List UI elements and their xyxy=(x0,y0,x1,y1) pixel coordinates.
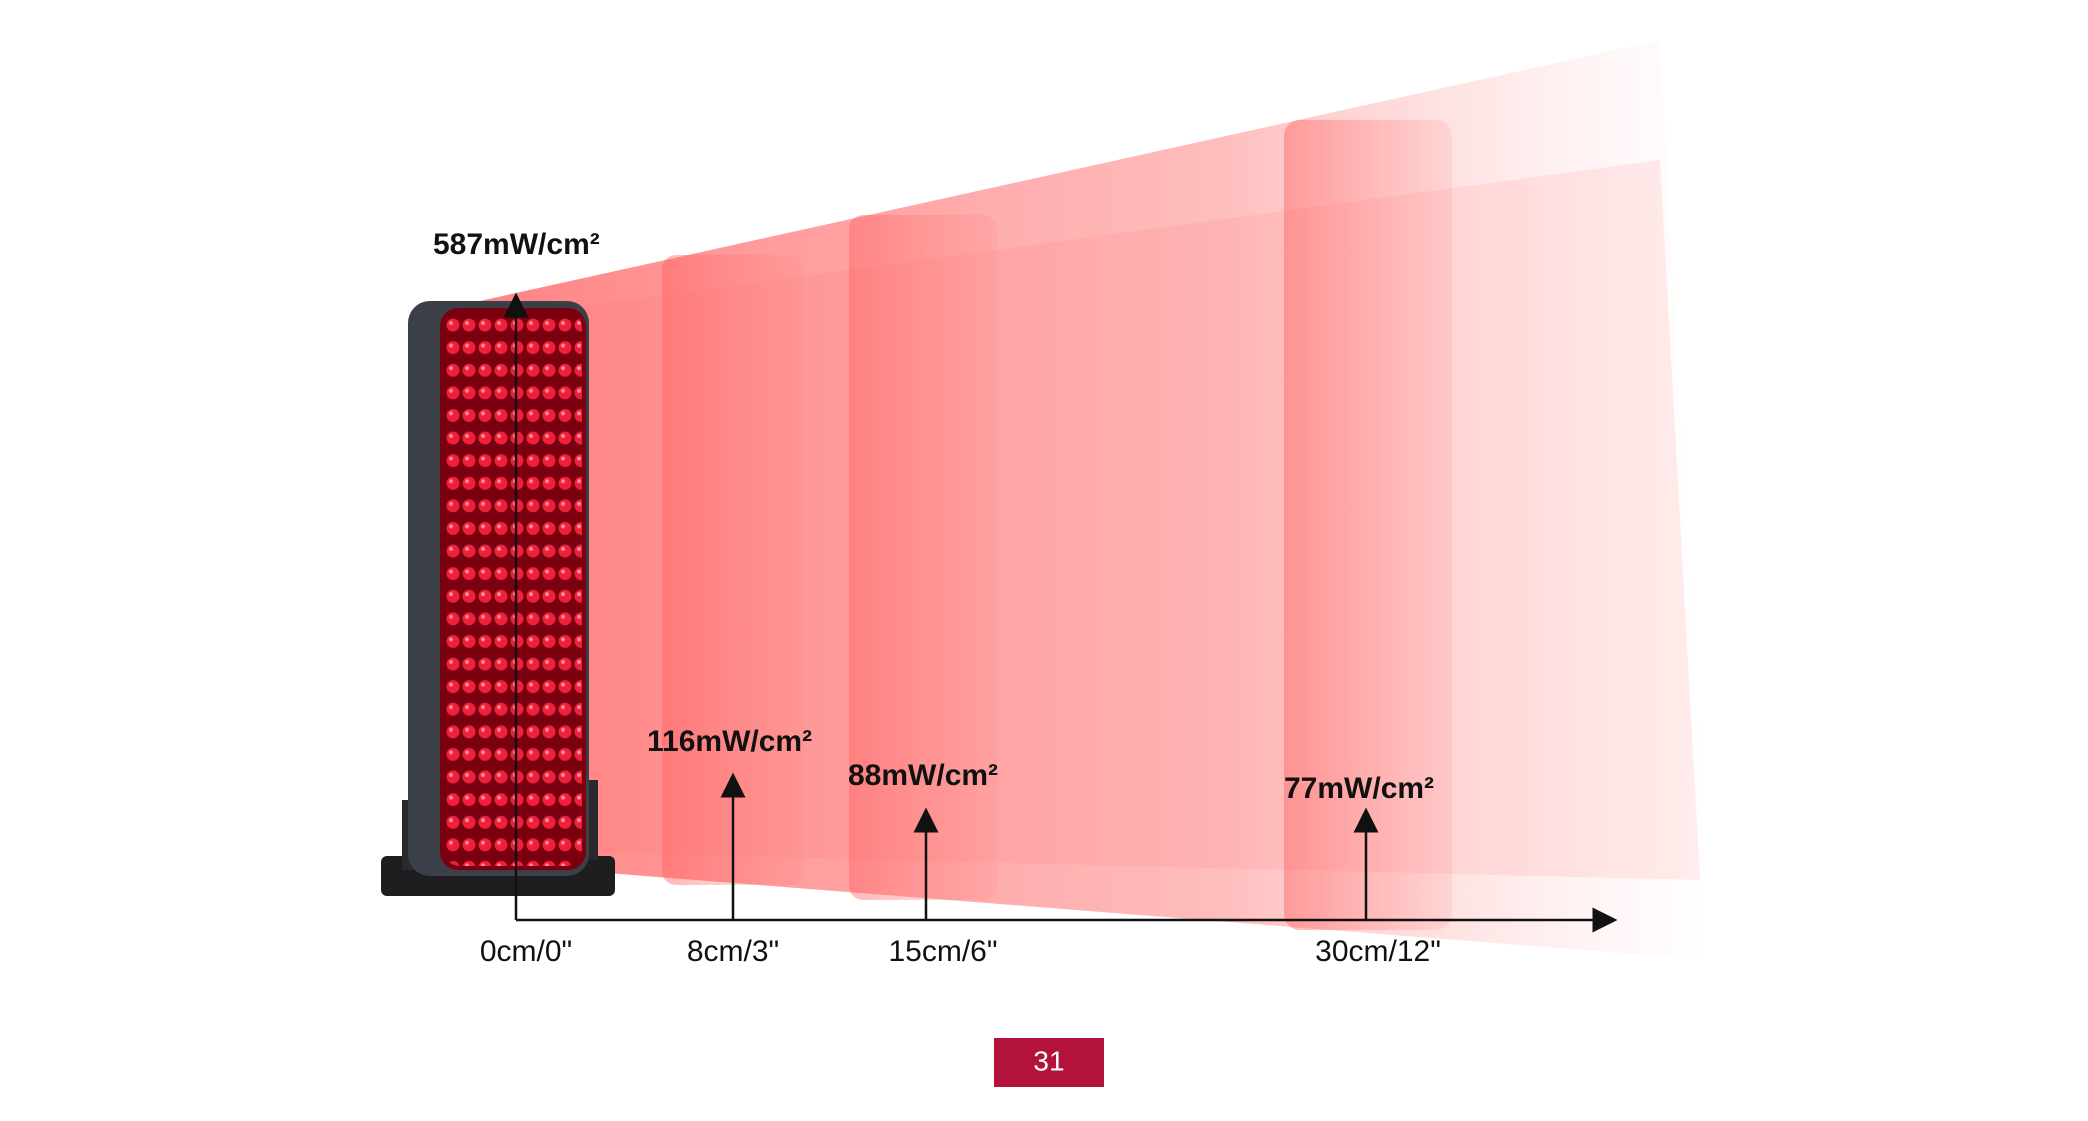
irradiance-label: 116mW/cm² xyxy=(647,725,812,758)
irradiance-label: 88mW/cm² xyxy=(848,759,998,792)
irradiance-label: 587mW/cm² xyxy=(433,228,600,261)
distance-label: 30cm/12" xyxy=(1315,935,1441,968)
distance-plane xyxy=(849,215,997,900)
irradiance-label: 77mW/cm² xyxy=(1284,772,1434,805)
page-number-box xyxy=(994,1038,1104,1087)
led-grid xyxy=(444,312,582,866)
distance-label: 15cm/6" xyxy=(888,935,997,968)
page-number: 31 xyxy=(1033,1045,1064,1076)
distance-plane xyxy=(662,255,804,885)
distance-label: 0cm/0" xyxy=(480,935,572,968)
distance-plane xyxy=(1284,120,1452,930)
distance-label: 8cm/3" xyxy=(687,935,779,968)
